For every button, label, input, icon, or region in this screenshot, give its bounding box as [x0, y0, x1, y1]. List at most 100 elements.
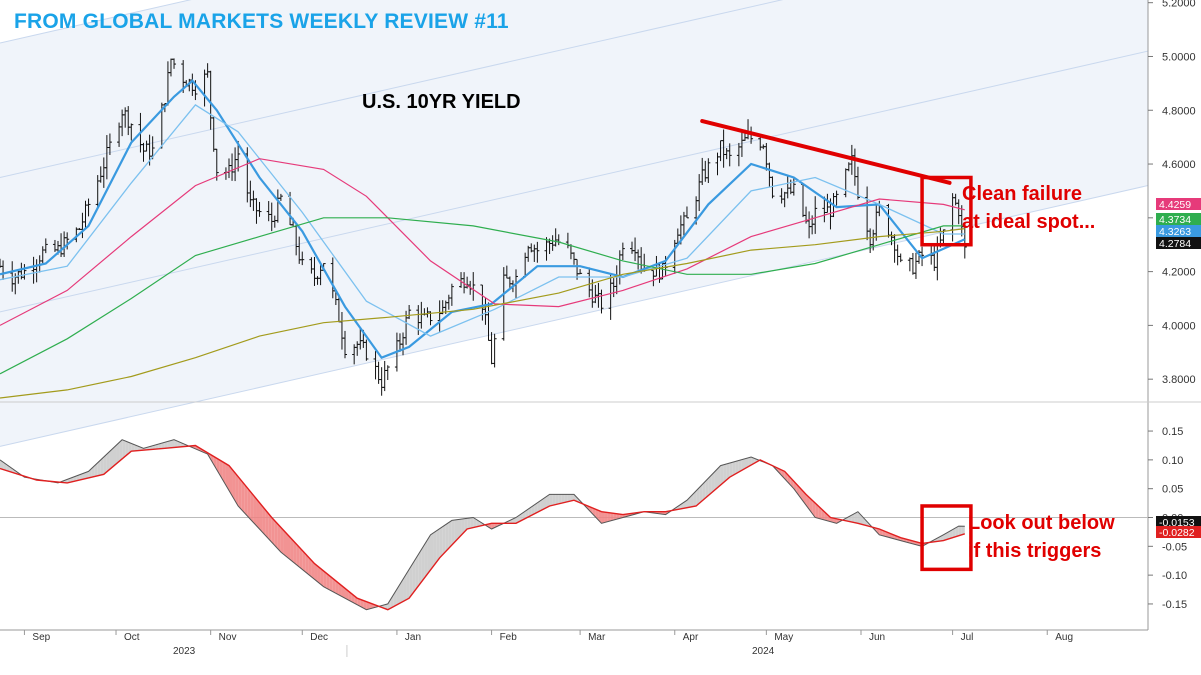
- ohlc-bar: [578, 269, 583, 275]
- ohlc-bar: [22, 264, 27, 280]
- oscillator-fill-bear: [781, 469, 785, 479]
- oscillator-fill-bear: [604, 512, 608, 523]
- oscillator-fill-bull: [91, 465, 95, 478]
- oscillator-fill-bear: [244, 484, 248, 516]
- ohlc-bar: [407, 305, 412, 320]
- oscillator-fill-bear: [247, 487, 251, 520]
- oscillator-fill-bull: [170, 439, 175, 448]
- oscillator-fill-bull: [106, 451, 110, 472]
- ohlc-bar: [382, 360, 387, 392]
- oscillator-fill-bull: [537, 500, 541, 513]
- oscillator-fill-bull: [696, 487, 700, 506]
- oscillator-fill-bull: [161, 442, 165, 449]
- oscillator-fill-bull: [717, 465, 721, 488]
- oscillator-fill-bear: [253, 495, 257, 526]
- oscillator-fill-bear: [876, 528, 880, 535]
- oscillator-fill-bear: [601, 511, 605, 524]
- ohlc-bar: [376, 361, 381, 384]
- oscillator-fill-bull: [732, 461, 736, 476]
- oscillator-fill-bear: [238, 476, 242, 510]
- oscillator-fill-bear: [830, 517, 834, 523]
- resistance-trendline: [700, 119, 952, 185]
- oscillator-fill-bull: [390, 594, 394, 609]
- oscillator-fill-bear: [311, 560, 315, 580]
- oscillator-fill-bear: [345, 588, 349, 600]
- oscillator-fill-bull: [448, 520, 452, 549]
- oscillator-fill-bear: [293, 540, 297, 565]
- y-tick-label: 0.15: [1162, 426, 1183, 438]
- oscillator-fill-bear: [283, 530, 287, 558]
- oscillator-fill-bull: [418, 549, 422, 587]
- oscillator-fill-bull: [433, 530, 437, 566]
- oscillator-fill-bear: [305, 553, 309, 575]
- oscillator-fill-bull: [415, 554, 419, 591]
- oscillator-fill-bull: [540, 498, 544, 511]
- oscillator-fill-bull: [451, 519, 455, 546]
- ohlc-bar: [449, 283, 454, 306]
- oscillator-fill-bear: [812, 500, 816, 518]
- oscillator-fill-bull: [741, 458, 745, 471]
- oscillator-fill-bull: [864, 518, 868, 526]
- y-tick-label: 4.6000: [1162, 159, 1196, 171]
- ohlc-bar: [834, 190, 839, 206]
- value-flag: [1156, 516, 1201, 528]
- annotation-clean-failure: Clean failure at ideal spot...: [962, 180, 1095, 236]
- oscillator-fill-bull: [85, 471, 89, 479]
- oscillator-fill-bull: [738, 459, 742, 472]
- oscillator-fill-bull: [549, 494, 553, 506]
- x-tick-label: Jan: [405, 632, 421, 643]
- oscillator-fill-bull: [748, 456, 752, 467]
- value-flag-label: -0.0282: [1159, 527, 1195, 539]
- oscillator-fill-bull: [708, 475, 712, 496]
- x-tick-label: Jul: [961, 632, 974, 643]
- x-tick-label: Aug: [1055, 632, 1073, 643]
- oscillator-fill-bull: [119, 439, 123, 462]
- oscillator-fill-bear: [827, 514, 831, 522]
- annotation-line: if this triggers: [968, 540, 1102, 562]
- oscillator-fill-bull: [570, 494, 574, 501]
- y-tick-label: 0.05: [1162, 484, 1183, 496]
- oscillator-fill-bull: [412, 559, 416, 595]
- oscillator-fill-bull: [131, 443, 135, 452]
- oscillator-fill-bull: [155, 444, 159, 450]
- oscillator-fill-bull: [403, 574, 407, 602]
- y-tick-label: 4.0000: [1162, 320, 1196, 332]
- oscillator-fill-bull: [473, 517, 477, 528]
- ohlc-bar: [65, 232, 70, 250]
- oscillator-fill-bear: [809, 497, 813, 514]
- highlight-box: [920, 175, 973, 247]
- oscillator-fill-bear: [363, 600, 367, 610]
- channel-line: [0, 50, 1149, 313]
- ohlc-bar: [962, 224, 967, 259]
- annotation-line: Clean failure: [962, 183, 1083, 205]
- oscillator-fill-bear: [833, 518, 837, 524]
- oscillator-fill-bear: [219, 460, 223, 481]
- oscillator-fill-bear: [320, 568, 324, 587]
- oscillator-fill-bull: [158, 443, 162, 449]
- oscillator-fill-bear: [610, 512, 614, 521]
- oscillator-fill-bull: [946, 531, 950, 540]
- oscillator-fill-bull: [851, 513, 855, 523]
- oscillator-fill-bull: [723, 463, 727, 483]
- ohlc-bar: [43, 238, 48, 254]
- oscillator-fill-bull: [103, 454, 107, 475]
- ohlc-bar: [278, 193, 283, 201]
- y-tick-label: 0.10: [1162, 455, 1183, 467]
- oscillator-fill-bull: [134, 444, 138, 451]
- y-tick-label: -0.05: [1162, 541, 1187, 553]
- oscillator-fill-bull: [564, 494, 568, 503]
- oscillator-fill-bull: [396, 584, 400, 605]
- x-tick-label: Mar: [588, 632, 606, 643]
- oscillator-fill-bull: [546, 494, 550, 508]
- channel-line: [0, 185, 1149, 447]
- oscillator-fill-bull: [128, 442, 132, 454]
- ohlc-bar: [706, 158, 711, 184]
- oscillator-fill-bull: [430, 532, 434, 570]
- oscillator-fill-bull: [702, 481, 706, 501]
- x-tick-label: Oct: [124, 632, 140, 643]
- oscillator-fill-bull: [109, 448, 113, 470]
- oscillator-fill-bear: [326, 573, 330, 590]
- oscillator-fill-bull: [424, 539, 428, 579]
- oscillator-fill-bull: [955, 526, 959, 537]
- x-tick-label: Feb: [500, 632, 518, 643]
